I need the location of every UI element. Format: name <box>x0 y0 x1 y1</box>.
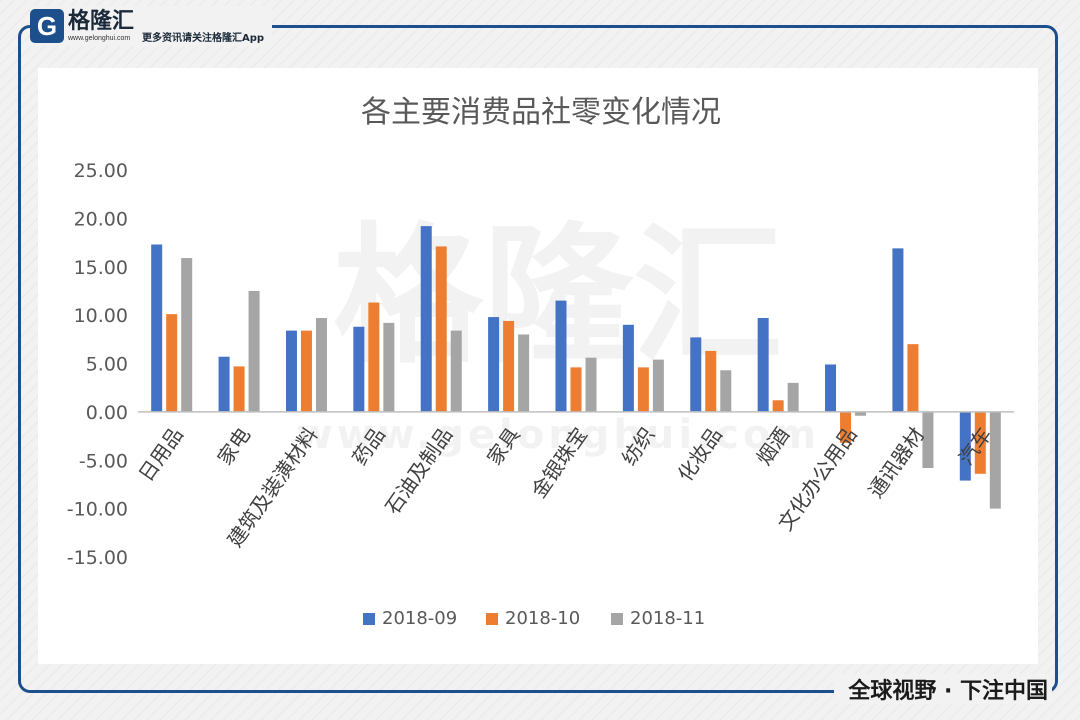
bar-2018-10-3 <box>368 302 380 412</box>
y-tick-label: 10.00 <box>74 305 128 327</box>
bar-2018-10-1 <box>233 366 245 412</box>
bar-2018-10-7 <box>637 367 649 412</box>
x-category-label: 日用品 <box>134 423 188 486</box>
legend-label: 2018-10 <box>505 608 580 629</box>
bar-2018-10-12 <box>974 411 986 474</box>
bar-2018-11-12 <box>989 411 1001 509</box>
bar-2018-10-11 <box>907 344 919 412</box>
bar-2018-11-9 <box>787 382 799 412</box>
bar-2018-09-10 <box>825 364 837 412</box>
bar-chart: 格隆汇www.gelonghui.com各主要消费品社零变化情况25.0020.… <box>67 95 1014 629</box>
brand-header: G 格隆汇 www.gelonghui.com 更多资讯请关注格隆汇App <box>30 6 273 46</box>
bar-2018-11-11 <box>922 411 934 468</box>
watermark-url: www.gelonghui.com <box>296 412 820 458</box>
bar-2018-09-3 <box>353 326 365 412</box>
logo-name: 格隆汇 <box>68 8 135 34</box>
bar-2018-10-8 <box>705 350 717 412</box>
bar-2018-11-5 <box>518 334 530 412</box>
slogan: 全球视野 · 下注中国 <box>834 674 1052 704</box>
bar-2018-10-2 <box>300 330 312 412</box>
bar-2018-09-11 <box>892 248 904 412</box>
y-tick-label: -5.00 <box>79 450 128 472</box>
legend-label: 2018-09 <box>382 608 457 629</box>
chart-title: 各主要消费品社零变化情况 <box>361 95 721 130</box>
legend-swatch-2018-09 <box>363 613 375 625</box>
logo-tagline: 更多资讯请关注格隆汇App <box>142 32 265 44</box>
y-tick-label: 0.00 <box>86 402 128 424</box>
bar-2018-09-7 <box>622 324 634 412</box>
bar-2018-10-10 <box>840 411 852 443</box>
bar-2018-11-6 <box>585 357 597 412</box>
bar-2018-11-3 <box>383 322 395 412</box>
bar-2018-10-9 <box>772 400 784 412</box>
legend-swatch-2018-10 <box>486 613 498 625</box>
x-category-label: 通讯器材 <box>863 423 929 502</box>
bar-2018-09-1 <box>218 356 230 412</box>
legend-label: 2018-11 <box>630 608 705 629</box>
bar-2018-09-8 <box>690 337 702 412</box>
y-tick-label: 25.00 <box>74 160 128 182</box>
bar-2018-09-0 <box>151 244 163 412</box>
bar-2018-09-5 <box>488 317 500 412</box>
bar-2018-11-0 <box>181 258 193 412</box>
g-logo-icon: G <box>36 11 58 41</box>
y-tick-label: 5.00 <box>86 354 128 376</box>
bar-2018-11-10 <box>855 411 867 416</box>
bar-2018-09-12 <box>959 411 971 481</box>
logo-url: www.gelonghui.com <box>68 34 131 42</box>
bar-2018-10-5 <box>503 320 515 412</box>
bar-2018-09-6 <box>555 300 567 412</box>
bar-2018-10-4 <box>435 246 447 412</box>
bar-2018-11-1 <box>248 290 260 412</box>
bar-2018-10-6 <box>570 367 582 412</box>
y-tick-label: 20.00 <box>74 208 128 230</box>
bar-2018-11-7 <box>652 359 664 412</box>
outer-frame <box>18 25 1058 693</box>
bar-2018-09-2 <box>285 330 297 412</box>
chart-card: 格隆汇 www.gelonghui.com 各主要消费品社零变化情况 25.00 20.… <box>38 68 1038 664</box>
logo-text-block: 格隆汇 www.gelonghui.com <box>68 8 135 42</box>
x-category-label: 家电 <box>213 423 256 470</box>
logo-badge: G <box>30 9 64 43</box>
y-tick-label: -10.00 <box>67 499 128 521</box>
bar-2018-11-8 <box>720 370 732 412</box>
bar-2018-11-2 <box>315 318 327 412</box>
y-tick-label: 15.00 <box>74 257 128 279</box>
bar-2018-09-4 <box>420 226 432 412</box>
bar-2018-11-4 <box>450 330 462 412</box>
bar-2018-10-0 <box>166 314 178 412</box>
bar-2018-09-9 <box>757 318 769 412</box>
legend-swatch-2018-11 <box>611 613 623 625</box>
y-tick-label: -15.00 <box>67 547 128 569</box>
